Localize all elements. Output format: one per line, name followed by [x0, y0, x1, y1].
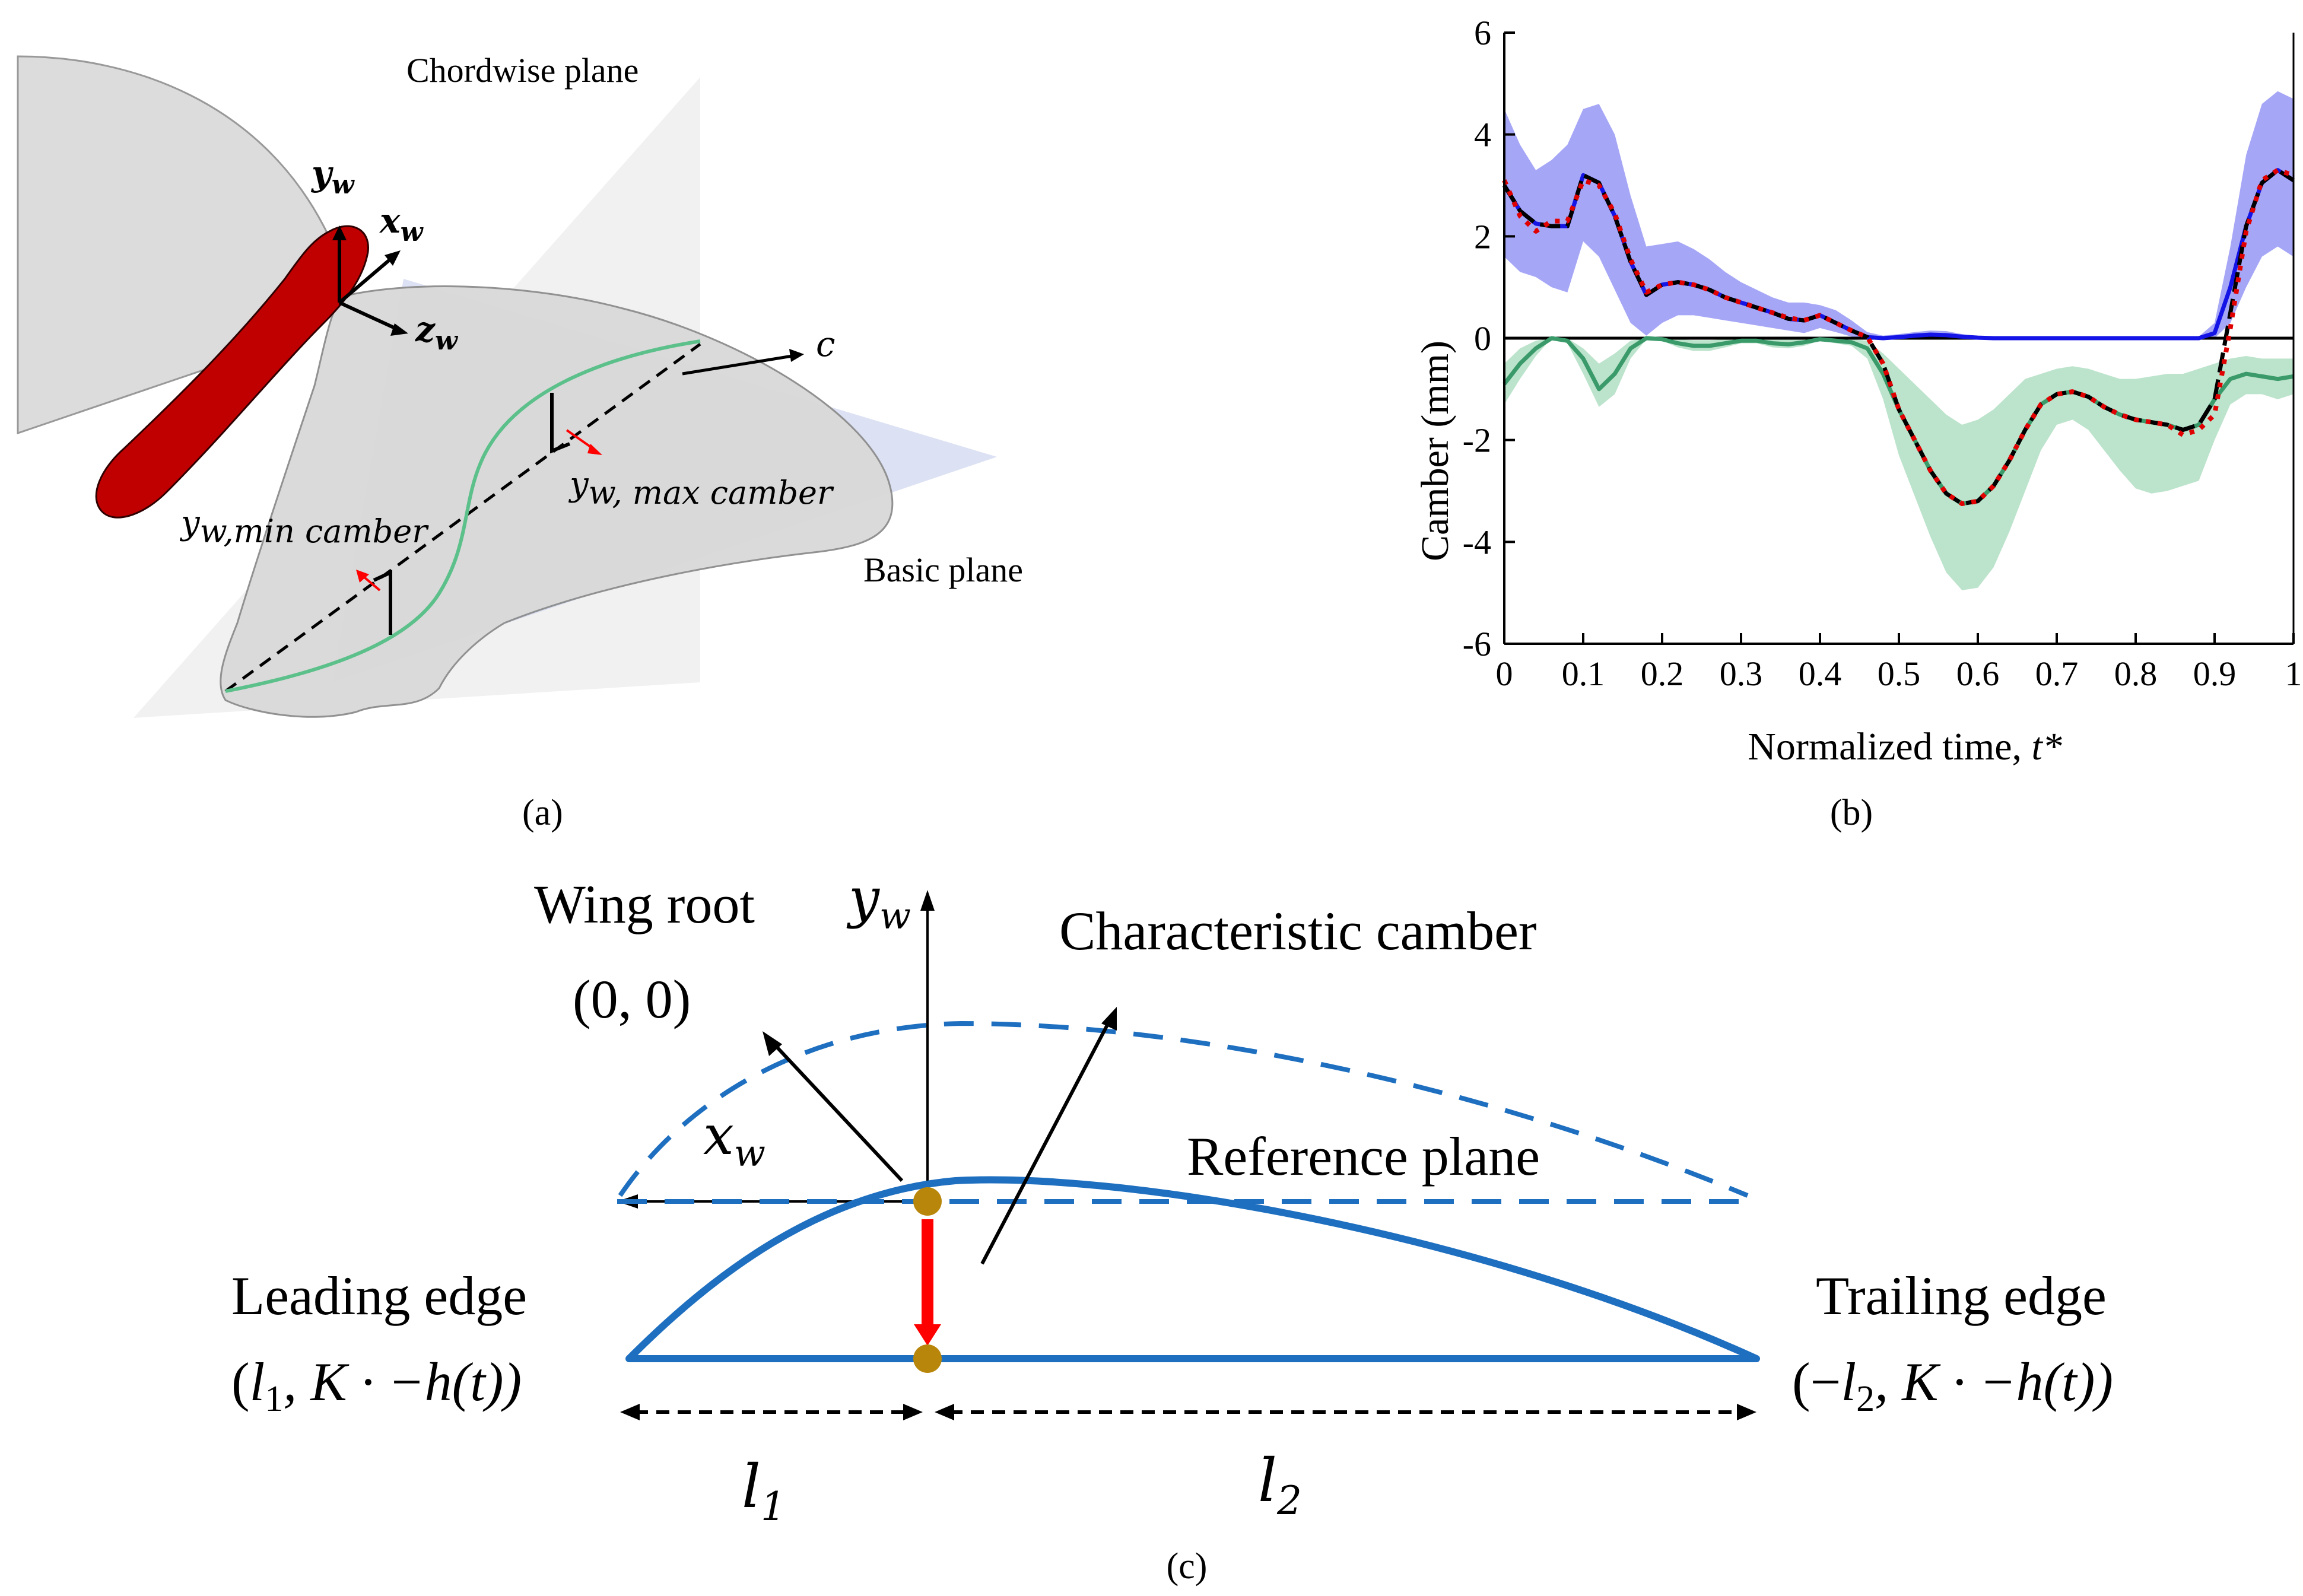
x-tick-label: 0.1 — [1562, 654, 1605, 693]
l2-arrowhead-left — [935, 1404, 954, 1420]
min-camber-label: yw,min camber — [179, 504, 429, 550]
y-tick-label: 2 — [1474, 217, 1491, 256]
characteristic-camber-label: Characteristic camber — [1059, 901, 1537, 961]
max-camber-marker — [550, 393, 602, 455]
x-tick-label: 0.2 — [1641, 654, 1684, 693]
panel-c: Wing root (0, 0) yw xw Characteristic ca… — [231, 866, 2113, 1587]
panel-b-caption: (b) — [1830, 793, 1873, 833]
chord-arrowhead — [789, 349, 804, 362]
y-tick-label: 6 — [1474, 14, 1491, 52]
min-camber-marker — [356, 570, 392, 635]
min-camber-band — [1504, 338, 2294, 590]
x-axis-arrow — [338, 256, 393, 304]
panel-b: 0 0.1 0.2 0.3 0.4 0.5 0.6 0.7 0.8 0.9 16420-2-4-6 … — [1413, 14, 2302, 833]
camber-pointer-head — [1101, 1007, 1117, 1031]
xw-axis-label: xw — [703, 1104, 765, 1175]
camber-chart: 0 0.1 0.2 0.3 0.4 0.5 0.6 0.7 0.8 0.9 1 6 4 2 0 -2 -4 -6 — [1463, 14, 2302, 693]
leading-edge-label: Leading edge — [231, 1266, 527, 1326]
zw-label: zw — [415, 309, 459, 356]
wing-root-pointer — [770, 1039, 904, 1182]
y-tick-label: -2 — [1463, 421, 1491, 460]
y-axis-title: Camber (mm) — [1413, 341, 1457, 561]
l1-arrowhead-right — [903, 1404, 923, 1420]
reference-plane-label: Reference plane — [1187, 1126, 1540, 1187]
x-tick-label: 0.7 — [2035, 654, 2079, 693]
x-tick-label: 0.8 — [2114, 654, 2158, 693]
x-tick-label: 0.4 — [1799, 654, 1842, 693]
y-tick-label: -4 — [1463, 523, 1491, 561]
airfoil-profile — [625, 1176, 1760, 1362]
chord-line — [224, 342, 701, 693]
c-label: c — [816, 324, 835, 364]
trailing-edge-coords: (−l2, K · −h(t)) — [1792, 1352, 2113, 1419]
x-tick-label: 0.5 — [1878, 654, 1921, 693]
x-axis-arrowhead — [385, 250, 401, 266]
dashed-camber-curve — [618, 1020, 1749, 1198]
chordwise-plane-label: Chordwise plane — [406, 51, 639, 90]
wing-root-label: Wing root — [534, 874, 755, 934]
trailing-edge-label: Trailing edge — [1816, 1266, 2107, 1326]
x-tick-label: 0.3 — [1720, 654, 1763, 693]
x-tick-label: 0 — [1496, 654, 1513, 693]
y-tick-label: 0 — [1474, 319, 1491, 358]
l1-arrowhead-left — [620, 1404, 640, 1420]
l2-arrowhead-right — [1737, 1404, 1756, 1420]
xw-label: xw — [379, 201, 424, 247]
yw-axis-label: yw — [846, 866, 911, 937]
max-camber-band — [1504, 91, 2294, 339]
x-tick-label: 0.9 — [2193, 654, 2237, 693]
z-axis-arrow — [338, 301, 399, 331]
chordwise-plane-shape — [17, 55, 328, 435]
x-tick-label: 0.6 — [1956, 654, 2000, 693]
leading-edge-coords: (l1, K · −h(t)) — [231, 1352, 522, 1419]
wing-root-pointer-head — [763, 1031, 782, 1056]
panel-a: Chordwise plane Basic plane yw xw zw c y… — [17, 51, 1023, 833]
camber-curve — [225, 339, 701, 693]
x-axis-title: Normalized time, t* — [1748, 725, 2062, 768]
origin-label: (0, 0) — [573, 969, 691, 1029]
yw-axis-arrowhead — [920, 890, 935, 911]
root-point-upper — [913, 1187, 942, 1216]
model-fit-line — [1502, 167, 2295, 506]
panel-c-caption: (c) — [1167, 1546, 1208, 1587]
insect-body — [95, 225, 369, 519]
x-tick-label: 1 — [2285, 654, 2302, 693]
y-tick-label: 4 — [1474, 116, 1491, 154]
y-tick-label: -6 — [1463, 625, 1491, 663]
root-point-lower — [913, 1344, 942, 1373]
l1-label: l1 — [742, 1452, 786, 1530]
y-axis-arrowhead — [332, 225, 347, 240]
panel-a-caption: (a) — [522, 793, 563, 833]
wing-shape — [220, 285, 894, 718]
chord-extension — [682, 354, 793, 376]
l2-label: l2 — [1258, 1446, 1302, 1524]
yw-label: yw — [310, 153, 355, 200]
offset-arrow-head — [914, 1324, 941, 1346]
z-axis-arrowhead — [390, 323, 408, 336]
max-camber-label: yw, max camber — [568, 465, 834, 511]
camber-pointer — [980, 1019, 1111, 1265]
basic-plane-label: Basic plane — [863, 551, 1023, 589]
